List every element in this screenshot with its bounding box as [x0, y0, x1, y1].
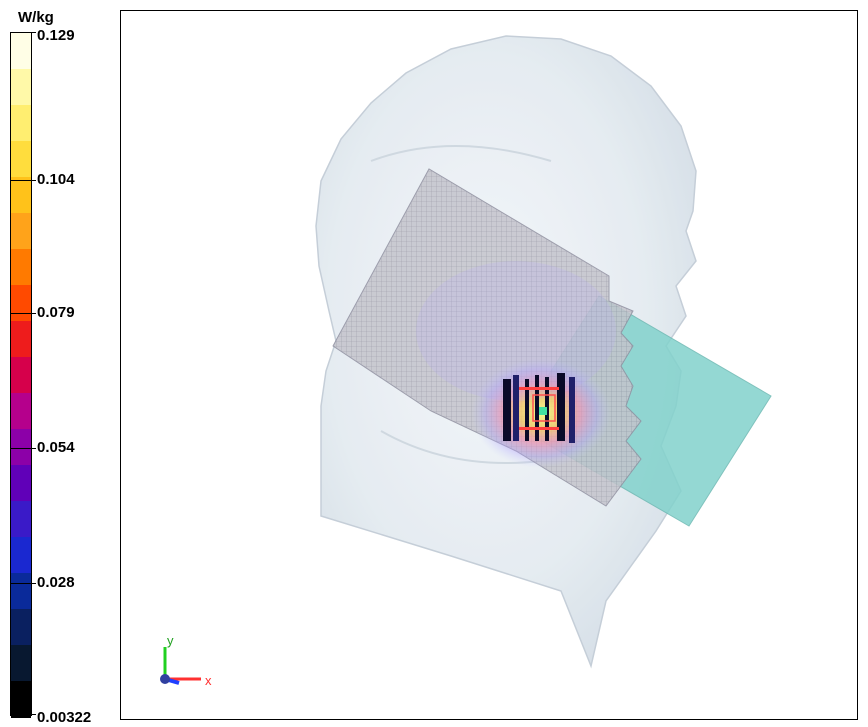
legend-tick-label: 0.028 [37, 574, 75, 591]
legend-tick-label: 0.00322 [37, 709, 92, 726]
legend-tick-mark [10, 180, 36, 181]
colorbar-segment [11, 321, 31, 358]
colorbar-segment [11, 465, 31, 502]
colorbar-segment [11, 537, 31, 574]
colorbar-segment [11, 69, 31, 106]
colorbar-segment [11, 609, 31, 646]
legend-tick-label: 0.054 [37, 439, 75, 456]
legend-tick-mark [10, 714, 36, 715]
legend-unit-label: W/kg [18, 9, 54, 26]
legend-tick-mark [10, 583, 36, 584]
colorbar-segment [11, 177, 31, 214]
legend-tick-mark [10, 32, 36, 33]
colorbar-segment [11, 213, 31, 250]
colorbar-segment [11, 501, 31, 538]
legend-tick-label: 0.129 [37, 27, 75, 44]
3d-viewport[interactable]: y x [120, 10, 858, 720]
colorbar-segment [11, 249, 31, 286]
legend-tick-mark [10, 448, 36, 449]
colorbar-segment [11, 141, 31, 178]
colorbar-segment [11, 33, 31, 70]
sar-halo [416, 261, 616, 401]
colorbar-segment [11, 105, 31, 142]
colorbar-segment [11, 429, 31, 466]
phone-antenna [503, 373, 575, 443]
colorbar-segment [11, 645, 31, 682]
axis-x-label: x [205, 673, 212, 688]
colorbar-segment [11, 573, 31, 610]
axis-y-label: y [167, 633, 174, 648]
head-contour [370, 145, 552, 162]
legend-tick-label: 0.079 [37, 304, 75, 321]
axis-origin [160, 674, 170, 684]
colorbar-segment [11, 393, 31, 430]
color-legend: W/kg 0.129 0.104 0.079 0.054 0.028 0.00322 [0, 0, 120, 727]
colorbar-segment [11, 285, 31, 322]
legend-tick-mark [10, 313, 36, 314]
axis-triad: y x [160, 633, 212, 688]
colorbar-segment [11, 357, 31, 394]
legend-tick-label: 0.104 [37, 171, 75, 188]
colorbar-segment [11, 681, 31, 718]
head-model-scene: y x [160, 35, 772, 688]
colorbar [10, 32, 32, 718]
